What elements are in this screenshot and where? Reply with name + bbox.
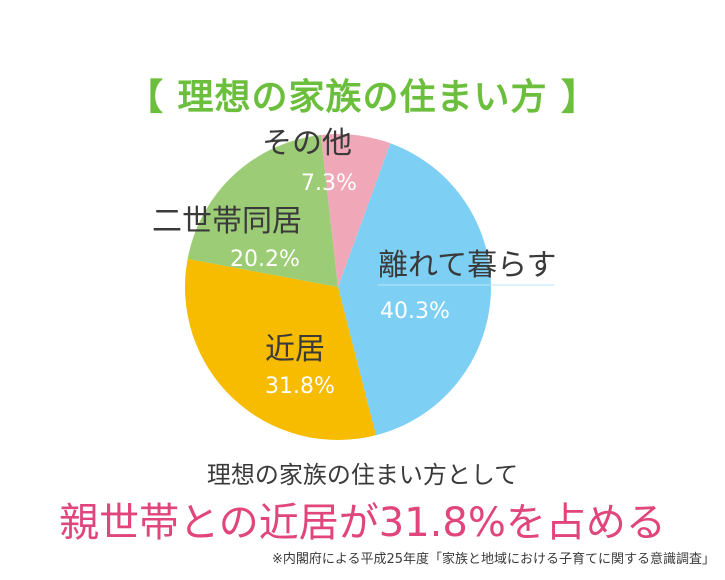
slice-value-1: 40.3%	[380, 299, 450, 324]
pie-slice-2	[185, 258, 376, 440]
summary-headline: 親世帯との近居が31.8%を占める	[59, 500, 666, 546]
pie-slice-4	[320, 134, 391, 287]
chart-title: 【 理想の家族の住まい方 】	[126, 77, 599, 118]
slice-label-4: その他	[262, 126, 352, 161]
slice-value-4: 7.3%	[301, 171, 357, 196]
slice-label-3: 二世帯同居	[152, 204, 302, 239]
pie-slice-3	[187, 134, 338, 287]
summary-subtitle: 理想の家族の住まい方として	[206, 461, 519, 489]
source-note: ※内閣府による平成25年度「家族と地域における子育てに関する意識調査」	[271, 552, 715, 567]
slice-value-2: 31.8%	[265, 374, 335, 399]
pie-slices	[185, 134, 491, 440]
slice-label-1: 離れて暮らす	[378, 248, 557, 283]
pie-slice-1	[338, 143, 491, 436]
slice-value-3: 20.2%	[230, 247, 300, 272]
slice-label-2: 近居	[265, 332, 325, 367]
pie-labels: 離れて暮らす 40.3% 近居 31.8% 二世帯同居 20.2% その他 7.3%	[152, 126, 557, 399]
